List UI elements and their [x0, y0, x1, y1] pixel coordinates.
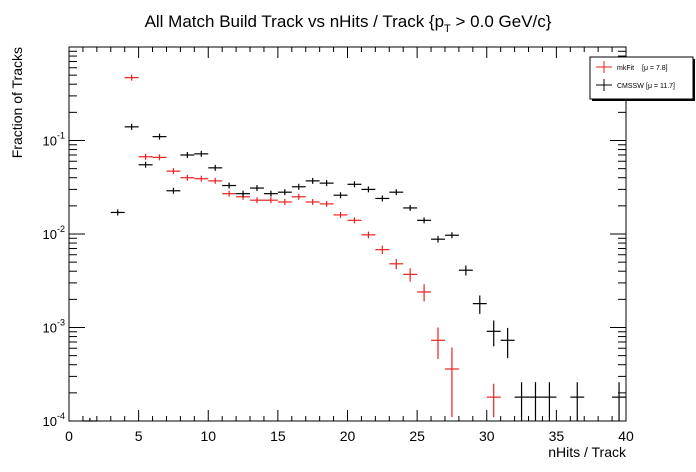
data-point [333, 192, 348, 199]
data-point [291, 193, 306, 200]
data-point [333, 211, 348, 218]
data-point [403, 268, 418, 282]
data-point [375, 195, 390, 202]
data-point [486, 383, 501, 418]
data-point [82, 418, 97, 422]
data-point [444, 232, 459, 239]
data-point [263, 197, 278, 204]
data-point [138, 161, 153, 168]
y-axis-label: Fraction of Tracks [9, 47, 25, 158]
legend-box [589, 56, 694, 100]
x-tick-label: 15 [270, 428, 286, 444]
x-tick-label: 40 [618, 428, 634, 444]
chart-title-main: All Match Build Track vs nHits / Track {… [145, 12, 444, 31]
data-point [347, 217, 362, 224]
data-point [417, 284, 432, 302]
data-point [570, 382, 585, 421]
data-point [208, 164, 223, 171]
data-point [236, 190, 251, 197]
series-layer [82, 74, 626, 422]
chart-title-rest: > 0.0 GeV/c} [451, 12, 552, 31]
data-point [152, 154, 167, 161]
data-point [417, 217, 432, 224]
data-point [250, 197, 264, 204]
data-point [375, 245, 390, 255]
legend-label-cmssw: CMSSW [617, 83, 644, 90]
data-point [180, 151, 195, 158]
data-point [472, 295, 487, 314]
chart-title: All Match Build Track vs nHits / Track {… [145, 12, 552, 35]
legend-shadow-bottom [592, 99, 695, 101]
chart-title-subscript: T [444, 23, 451, 35]
data-point [431, 327, 445, 360]
x-tick-label: 5 [135, 428, 143, 444]
series-mkfit [124, 74, 501, 418]
legend-stat-cmssw: [μ = 11.7] [646, 83, 675, 90]
data-point [486, 320, 501, 347]
data-point [612, 382, 626, 421]
x-tick-label: 0 [65, 428, 73, 444]
legend: mkFit [μ = 7.8] CMSSW [μ = 11.7] [589, 56, 695, 101]
y-tick-label: 10-1 [43, 131, 65, 149]
data-point [514, 382, 529, 421]
x-tick-label: 25 [409, 428, 425, 444]
data-point [305, 177, 320, 184]
legend-entry-cmssw: CMSSW [μ = 11.7] [596, 79, 675, 91]
data-point [222, 190, 237, 197]
y-tick-label: 10-4 [43, 411, 65, 429]
data-point [194, 150, 209, 157]
data-point [389, 189, 404, 196]
legend-label-mkfit: mkFit [617, 65, 634, 72]
data-point [208, 177, 223, 184]
x-tick-label: 20 [340, 428, 356, 444]
legend-entry-mkfit: mkFit [μ = 7.8] [596, 61, 668, 73]
data-point [124, 123, 139, 130]
data-point [431, 236, 445, 243]
data-point [389, 259, 404, 270]
data-point [263, 190, 278, 197]
data-point [194, 175, 209, 182]
data-point [403, 204, 418, 211]
data-point [361, 231, 376, 239]
data-point [277, 198, 292, 205]
data-point [110, 209, 125, 216]
data-point [305, 198, 320, 205]
data-point [542, 382, 557, 421]
data-point [180, 174, 195, 181]
x-tick-label: 10 [200, 428, 216, 444]
data-point [319, 200, 334, 207]
x-axis-ticks: 0 5 10 15 20 25 30 35 40 [65, 47, 634, 444]
data-point [444, 347, 459, 418]
x-axis-label: nHits / Track [548, 444, 627, 460]
legend-stat-mkfit: [μ = 7.8] [642, 65, 668, 72]
data-point [152, 133, 167, 140]
data-point [166, 187, 181, 194]
data-point [222, 182, 237, 189]
data-point [319, 180, 334, 187]
data-point [166, 168, 181, 175]
x-tick-label: 35 [549, 428, 565, 444]
y-tick-label: 10-2 [43, 224, 65, 242]
data-point [250, 185, 264, 192]
data-point [124, 74, 139, 81]
data-point [347, 181, 362, 188]
legend-shadow [693, 59, 695, 101]
data-point [277, 189, 292, 196]
data-point [528, 382, 543, 421]
data-point [500, 327, 515, 359]
y-axis-ticks: 10-4 10-3 10-2 10-1 [43, 50, 626, 429]
data-point [458, 265, 473, 276]
data-point [138, 153, 153, 160]
y-tick-label: 10-3 [43, 318, 65, 336]
series-cmssw [82, 123, 626, 422]
data-point [361, 186, 376, 193]
data-point [291, 183, 306, 190]
x-tick-label: 30 [479, 428, 495, 444]
